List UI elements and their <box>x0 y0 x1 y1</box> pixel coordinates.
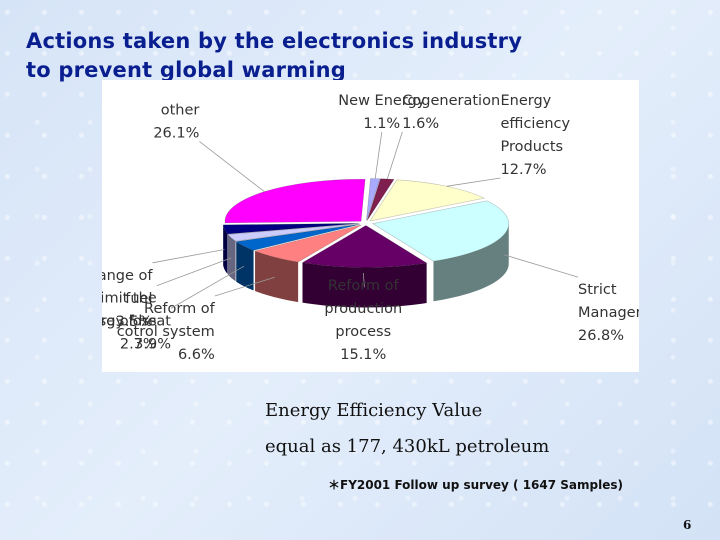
pie-category-label: fuel <box>125 291 152 307</box>
pie-category-label: change of <box>102 268 153 284</box>
pie-category-label: Energy <box>501 93 552 109</box>
pie-leader-line <box>446 177 501 187</box>
pie-slice-reform-of-production-process <box>301 225 428 268</box>
pie-slice-side <box>255 251 299 303</box>
pie-leader-line <box>170 265 245 309</box>
pie-category-label: New Energy <box>338 93 425 109</box>
slide-title-line-1: Actions taken by the electronics industr… <box>26 29 523 53</box>
petroleum-equivalent-note: equal as 177, 430kL petroleum <box>265 436 550 457</box>
pie-slice-reform-of-cotrol-system <box>254 224 362 263</box>
pie-slice-side <box>236 241 254 291</box>
pie-leader-line <box>199 141 265 193</box>
pie-leader-line <box>156 257 232 287</box>
pie-slice-side <box>227 234 236 282</box>
pie-chart: New Energy 1.1%Cogeneration 1.6% Energy effi… <box>102 93 639 363</box>
pie-category-label: other <box>161 102 200 118</box>
pie-slice-new-energy <box>366 178 381 221</box>
pie-chart-panel: New Energy 1.1% Cogeneration 1.6% Energy effi… <box>102 80 639 372</box>
pie-category-label: efficiency <box>501 116 571 132</box>
pie-leader-line <box>362 272 365 288</box>
pie-top-faces <box>222 178 510 268</box>
pie-value-label: 26.8% <box>578 328 624 344</box>
slide-title-line-2: to prevent global warming <box>26 58 346 82</box>
pie-category-label: reuse of heat <box>102 313 171 329</box>
slide-title: Actions taken by the electronics industr… <box>26 27 522 85</box>
pie-value-label: 3.5% <box>116 314 153 330</box>
pie-slice-reuse-of-heat <box>235 223 361 251</box>
pie-category-label: Products <box>501 139 564 155</box>
pie-value-label: 1.1% <box>363 116 400 132</box>
pie-slice-other <box>224 178 366 224</box>
pie-value-label: 15.1% <box>340 347 386 363</box>
pie-category-label: Cogeneration <box>402 93 500 109</box>
pie-value-label: 26.1% <box>153 125 199 141</box>
pie-slice-cogeneration <box>366 178 395 221</box>
pie-leader-line <box>152 249 225 264</box>
pie-value-label: 3.9% <box>134 336 171 352</box>
pie-value-label: 12.7% <box>501 162 547 178</box>
pie-leader-line <box>386 131 403 180</box>
pie-category-label: production <box>324 301 402 317</box>
pie-slice-side <box>433 223 509 302</box>
pie-leader-line <box>374 131 383 179</box>
pie-category-label: Reform of <box>144 301 216 317</box>
pie-category-label: limit the <box>102 291 157 307</box>
pie-category-label: process <box>335 324 391 340</box>
survey-footnote: ＊FY2001 Follow up survey ( 1647 Samples) <box>328 478 623 492</box>
page-number: 6 <box>683 518 692 532</box>
pie-slice-strict-management <box>371 200 510 262</box>
pie-slice-limit-the-energy-loss <box>227 223 360 242</box>
pie-leader-line <box>214 276 275 297</box>
pie-value-label: 6.6% <box>178 347 215 363</box>
pie-value-label: 2.7% <box>120 337 157 353</box>
pie-value-label: 1.6% <box>402 116 439 132</box>
pie-category-label: cotrol system <box>117 324 215 340</box>
pie-category-label: Reform of <box>328 278 400 294</box>
pie-category-label: Management <box>578 305 639 321</box>
pie-labels: New Energy 1.1%Cogeneration 1.6% Energy effi… <box>102 93 639 363</box>
pie-category-label: Strict <box>578 282 617 298</box>
pie-category-label: energy loss <box>102 314 157 330</box>
energy-efficiency-note: Energy Efficiency Value <box>265 400 483 421</box>
pie-slice-side <box>223 224 228 275</box>
pie-slice-change-of-fuel <box>222 223 360 235</box>
pie-leader-line <box>503 254 579 278</box>
